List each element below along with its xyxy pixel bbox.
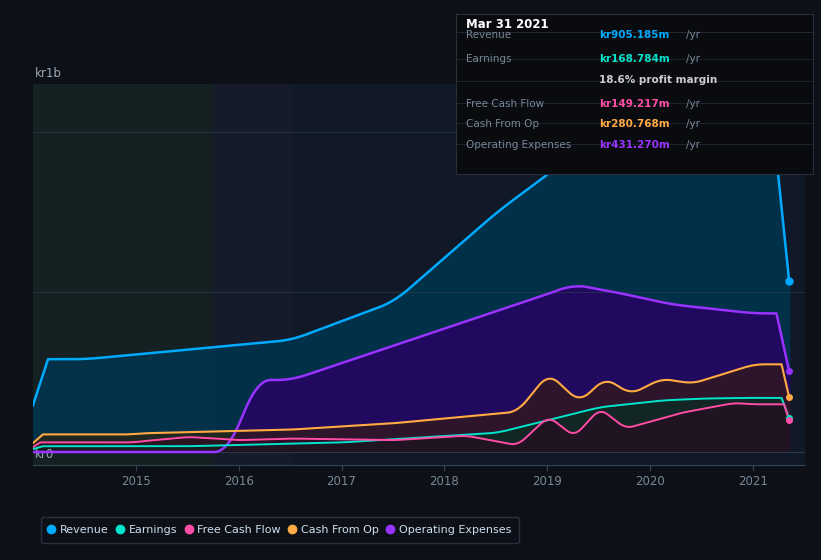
Text: /yr: /yr — [686, 99, 699, 109]
Text: kr168.784m: kr168.784m — [599, 54, 670, 64]
Bar — [213, 84, 290, 465]
Text: Earnings: Earnings — [466, 54, 511, 64]
Text: Revenue: Revenue — [466, 30, 511, 40]
Text: kr1b: kr1b — [35, 67, 62, 80]
Text: Free Cash Flow: Free Cash Flow — [466, 99, 544, 109]
Text: /yr: /yr — [686, 119, 699, 129]
Text: Cash From Op: Cash From Op — [466, 119, 539, 129]
Text: /yr: /yr — [686, 139, 699, 150]
Text: kr431.270m: kr431.270m — [599, 139, 670, 150]
Text: /yr: /yr — [686, 54, 699, 64]
Text: kr0: kr0 — [35, 448, 54, 461]
Text: 18.6% profit margin: 18.6% profit margin — [599, 74, 718, 85]
Text: Mar 31 2021: Mar 31 2021 — [466, 18, 548, 31]
Text: kr149.217m: kr149.217m — [599, 99, 670, 109]
Text: kr905.185m: kr905.185m — [599, 30, 670, 40]
Text: Operating Expenses: Operating Expenses — [466, 139, 571, 150]
Text: /yr: /yr — [686, 30, 699, 40]
Legend: Revenue, Earnings, Free Cash Flow, Cash From Op, Operating Expenses: Revenue, Earnings, Free Cash Flow, Cash … — [41, 517, 519, 543]
Bar — [33, 84, 213, 465]
Text: kr280.768m: kr280.768m — [599, 119, 670, 129]
